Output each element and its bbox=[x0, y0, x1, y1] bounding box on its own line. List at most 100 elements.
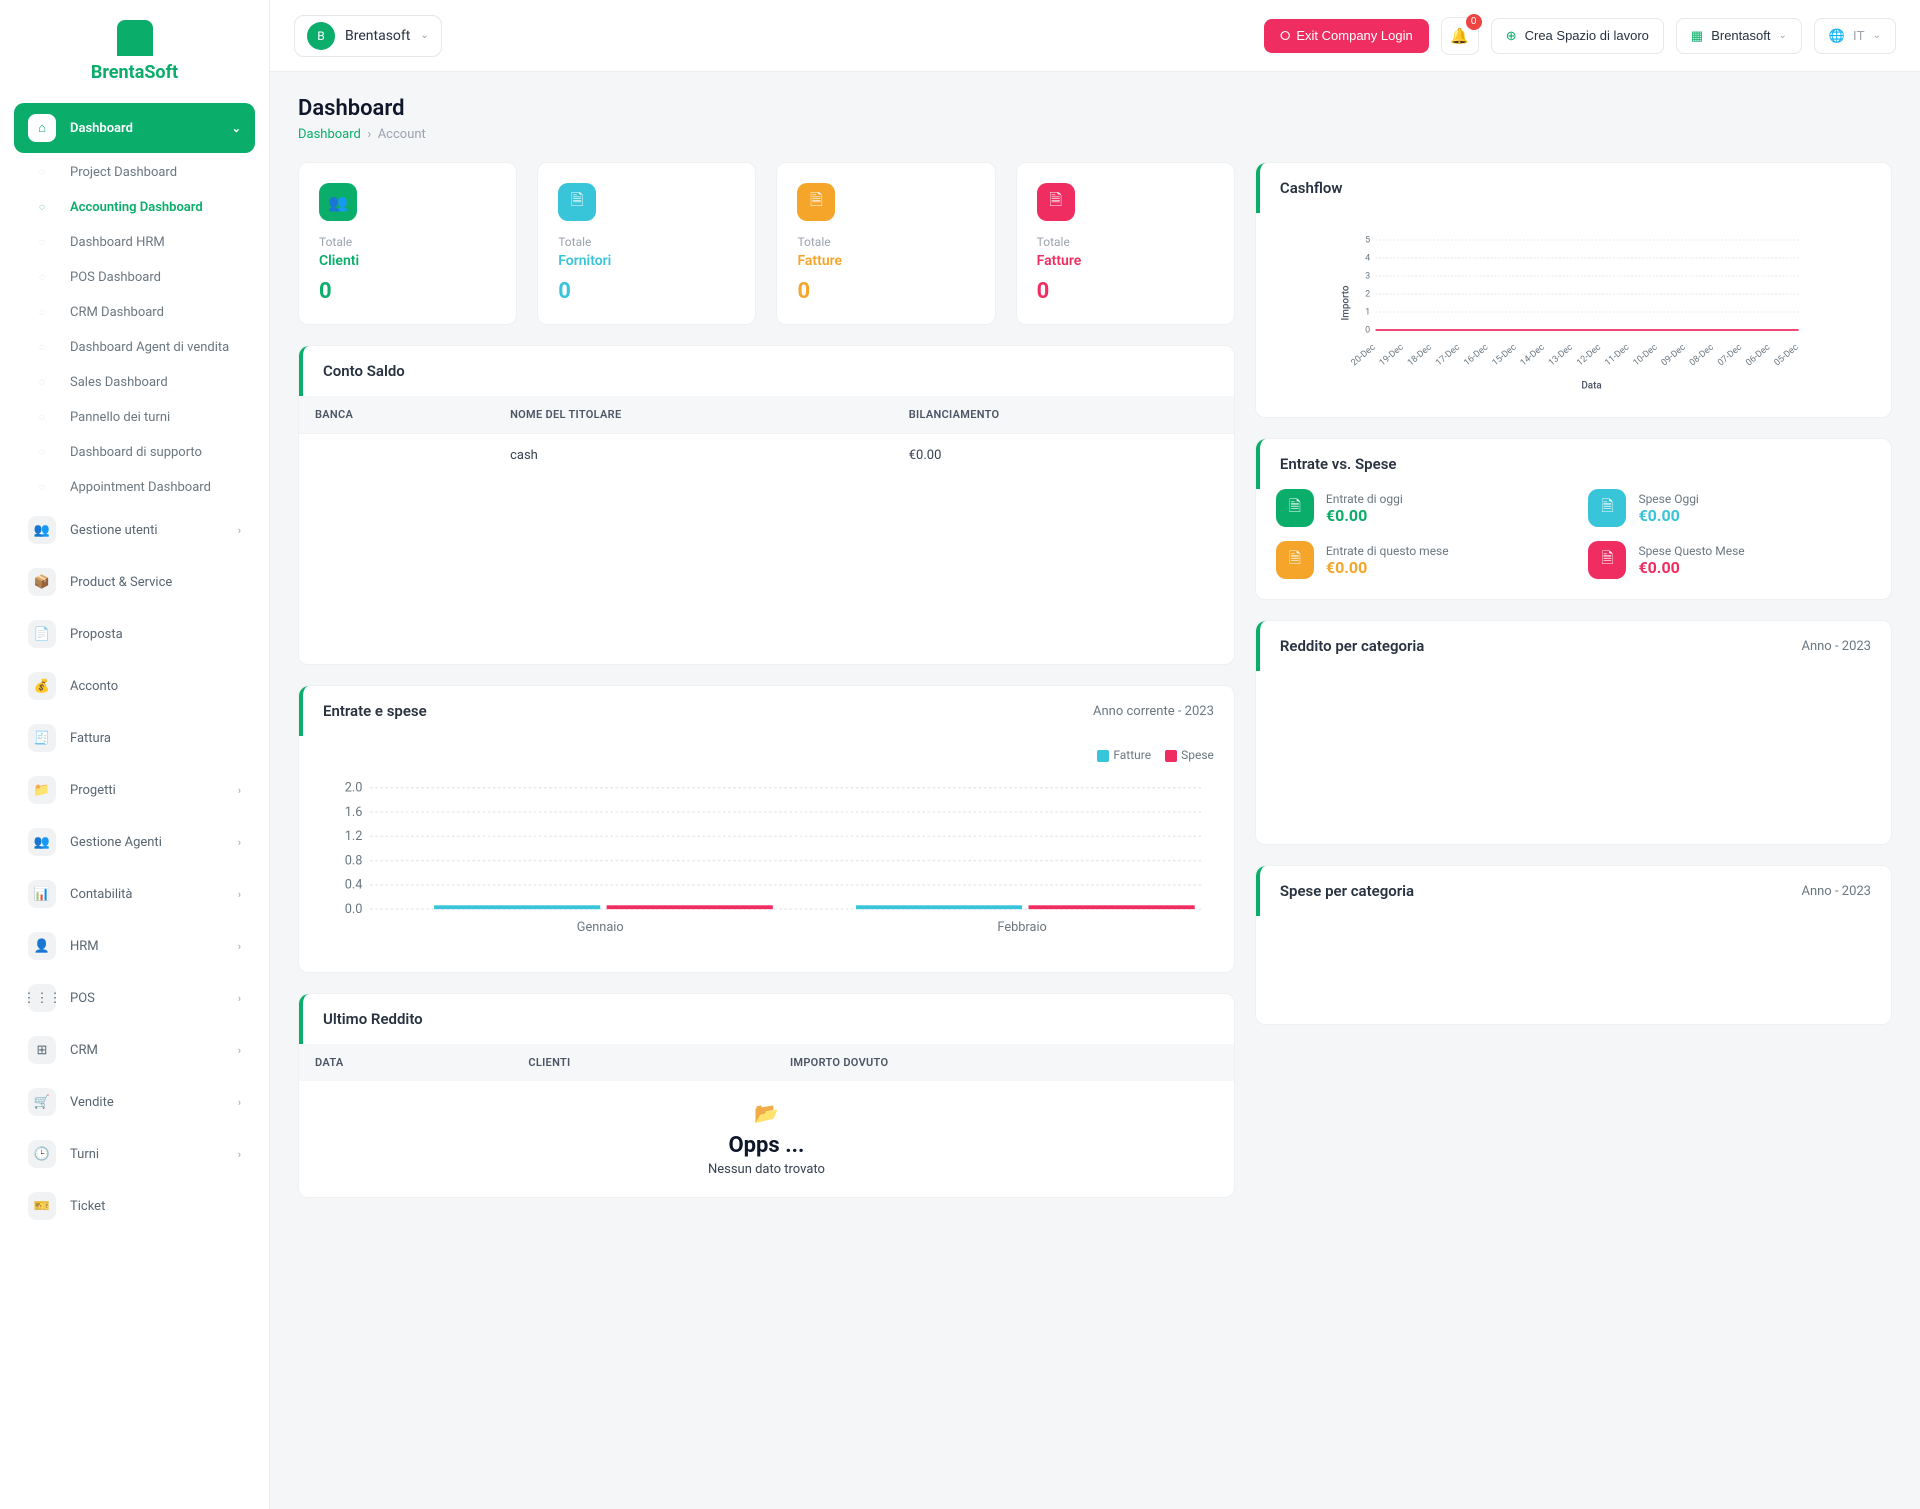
svg-text:0.0: 0.0 bbox=[345, 902, 363, 917]
nav-item-icon: ⋮⋮⋮ bbox=[28, 984, 56, 1012]
sidebar-item[interactable]: 🕒 Turni › bbox=[14, 1129, 255, 1179]
power-icon: ⭘ bbox=[1280, 28, 1290, 44]
sidebar-sub-item[interactable]: ◌Dashboard HRM bbox=[14, 225, 255, 260]
svg-text:20-Dec: 20-Dec bbox=[1349, 342, 1377, 368]
dot-icon: ◌ bbox=[28, 272, 56, 283]
dot-icon: ◌ bbox=[28, 167, 56, 178]
svg-text:11-Dec: 11-Dec bbox=[1603, 342, 1631, 368]
kpi-value: 0 bbox=[797, 279, 974, 304]
nav-label: Dashboard bbox=[70, 121, 133, 136]
sidebar-item[interactable]: 👥Gestione Agenti› bbox=[14, 817, 255, 867]
breadcrumb: Dashboard › Account bbox=[298, 127, 1892, 142]
sub-label: Pannello dei turni bbox=[70, 410, 170, 425]
user-menu[interactable]: ▦ Brentasoft ⌄ bbox=[1676, 18, 1802, 54]
sidebar-sub-item[interactable]: ◌Sales Dashboard bbox=[14, 365, 255, 400]
nav-dashboard[interactable]: ⌂ Dashboard ⌄ bbox=[14, 103, 255, 153]
ie-icon: 🗎 bbox=[1276, 489, 1314, 527]
notif-badge: 0 bbox=[1466, 14, 1482, 30]
svg-text:0.4: 0.4 bbox=[345, 878, 363, 893]
chevron-right-icon: › bbox=[238, 888, 241, 901]
kpi-sublabel: Totale bbox=[558, 235, 735, 249]
svg-text:5: 5 bbox=[1365, 236, 1370, 246]
home-icon: ⌂ bbox=[28, 114, 56, 142]
sidebar-item[interactable]: 📦Product & Service bbox=[14, 557, 255, 607]
company-name: Brentasoft bbox=[345, 28, 410, 44]
sidebar-item[interactable]: 👤HRM› bbox=[14, 921, 255, 971]
dot-icon: ◌ bbox=[28, 377, 56, 388]
user-label: Brentasoft bbox=[1711, 28, 1770, 43]
sidebar-item[interactable]: 📁Progetti› bbox=[14, 765, 255, 815]
sidebar-sub-item[interactable]: ◌ POS Dashboard bbox=[14, 260, 255, 295]
table-header: BANCA bbox=[299, 396, 494, 434]
svg-text:3: 3 bbox=[1365, 272, 1370, 282]
sidebar-sub-item[interactable]: ◌Pannello dei turni bbox=[14, 400, 255, 435]
kpi-label: Clienti bbox=[319, 253, 496, 269]
svg-text:19-Dec: 19-Dec bbox=[1378, 342, 1406, 368]
sidebar-item[interactable]: 📄Proposta bbox=[14, 609, 255, 659]
exit-company-button[interactable]: ⭘ Exit Company Login bbox=[1264, 19, 1429, 53]
kpi-card: 🗎TotaleFatture0 bbox=[1016, 162, 1235, 325]
kpi-icon: 👥 bbox=[319, 183, 357, 221]
language-button[interactable]: 🌐 IT ⌄ bbox=[1814, 18, 1896, 54]
breadcrumb-home[interactable]: Dashboard bbox=[298, 127, 361, 142]
svg-text:18-Dec: 18-Dec bbox=[1406, 342, 1434, 368]
ie-label: Entrate di oggi bbox=[1326, 492, 1403, 506]
svg-text:Importo: Importo bbox=[1340, 285, 1351, 320]
svg-text:2.0: 2.0 bbox=[345, 781, 363, 796]
svg-text:13-Dec: 13-Dec bbox=[1547, 342, 1575, 368]
chevron-down-icon: ⌄ bbox=[1873, 30, 1881, 41]
chevron-right-icon: › bbox=[238, 1148, 241, 1161]
sidebar-item[interactable]: 💰Acconto bbox=[14, 661, 255, 711]
sidebar-item[interactable]: 👥Gestione utenti› bbox=[14, 505, 255, 555]
sidebar-sub-item[interactable]: ◌Appointment Dashboard bbox=[14, 470, 255, 505]
sidebar-item[interactable]: 🧾Fattura bbox=[14, 713, 255, 763]
sidebar-sub-item[interactable]: ◌ Dashboard Agent di vendita bbox=[14, 330, 255, 365]
sidebar: BrentaSoft ⌂ Dashboard ⌄ ◌Project Dashbo… bbox=[0, 0, 270, 1509]
sub-label: POS Dashboard bbox=[70, 270, 161, 285]
table-header: DATA bbox=[299, 1044, 512, 1081]
sidebar-sub-item[interactable]: ◌Accounting Dashboard bbox=[14, 190, 255, 225]
sidebar-item[interactable]: ⊞CRM› bbox=[14, 1025, 255, 1075]
nav-item-label: CRM bbox=[70, 1043, 98, 1058]
svg-text:08-Dec: 08-Dec bbox=[1688, 342, 1716, 368]
nav-item-label: Turni bbox=[70, 1147, 99, 1162]
nav-item-icon: 🕒 bbox=[28, 1140, 56, 1168]
chevron-down-icon: ⌄ bbox=[1778, 30, 1786, 41]
nav-item-label: Fattura bbox=[70, 731, 111, 746]
nav-item-label: Contabilità bbox=[70, 887, 133, 902]
nav-item-icon: 📁 bbox=[28, 776, 56, 804]
kpi-icon: 🗎 bbox=[797, 183, 835, 221]
kpi-icon: 🗎 bbox=[558, 183, 596, 221]
ie-icon: 🗎 bbox=[1588, 541, 1626, 579]
kpi-card: 🗎TotaleFornitori0 bbox=[537, 162, 756, 325]
company-switcher[interactable]: B Brentasoft ⌄ bbox=[294, 15, 442, 57]
table-header: NOME DEL TITOLARE bbox=[494, 396, 893, 434]
sidebar-item[interactable]: ⋮⋮⋮POS› bbox=[14, 973, 255, 1023]
sidebar-sub-item[interactable]: ◌Project Dashboard bbox=[14, 155, 255, 190]
sub-label: Dashboard Agent di vendita bbox=[70, 340, 229, 355]
svg-text:17-Dec: 17-Dec bbox=[1434, 342, 1462, 368]
nav-item-icon: 👥 bbox=[28, 828, 56, 856]
bell-icon: 🔔 bbox=[1450, 27, 1469, 45]
dot-icon: ◌ bbox=[28, 342, 56, 353]
sidebar-sub-item[interactable]: ◌Dashboard di supporto bbox=[14, 435, 255, 470]
barchart-legend: Fatture Spese bbox=[319, 748, 1214, 762]
svg-text:15-Dec: 15-Dec bbox=[1490, 342, 1518, 368]
nav-item-icon: 👥 bbox=[28, 516, 56, 544]
sidebar-sub-item[interactable]: ◌CRM Dashboard bbox=[14, 295, 255, 330]
svg-text:06-Dec: 06-Dec bbox=[1744, 342, 1772, 368]
sidebar-item[interactable]: 📊Contabilità› bbox=[14, 869, 255, 919]
sub-label: Accounting Dashboard bbox=[70, 200, 203, 215]
svg-text:1.2: 1.2 bbox=[345, 829, 363, 844]
create-workspace-button[interactable]: ⊕ Crea Spazio di lavoro bbox=[1491, 18, 1664, 54]
notifications-button[interactable]: 🔔 0 bbox=[1441, 17, 1479, 55]
kpi-label: Fatture bbox=[797, 253, 974, 269]
sidebar-item[interactable]: 🛒Vendite› bbox=[14, 1077, 255, 1127]
ie-item: 🗎Entrate di questo mese€0.00 bbox=[1276, 541, 1559, 579]
nav-item-label: Ticket bbox=[70, 1199, 105, 1214]
sidebar-item[interactable]: 🎫Ticket bbox=[14, 1181, 255, 1231]
chevron-right-icon: › bbox=[238, 836, 241, 849]
kpi-card: 🗎TotaleFatture0 bbox=[776, 162, 995, 325]
svg-text:4: 4 bbox=[1365, 254, 1370, 264]
ie-value: €0.00 bbox=[1326, 558, 1449, 577]
